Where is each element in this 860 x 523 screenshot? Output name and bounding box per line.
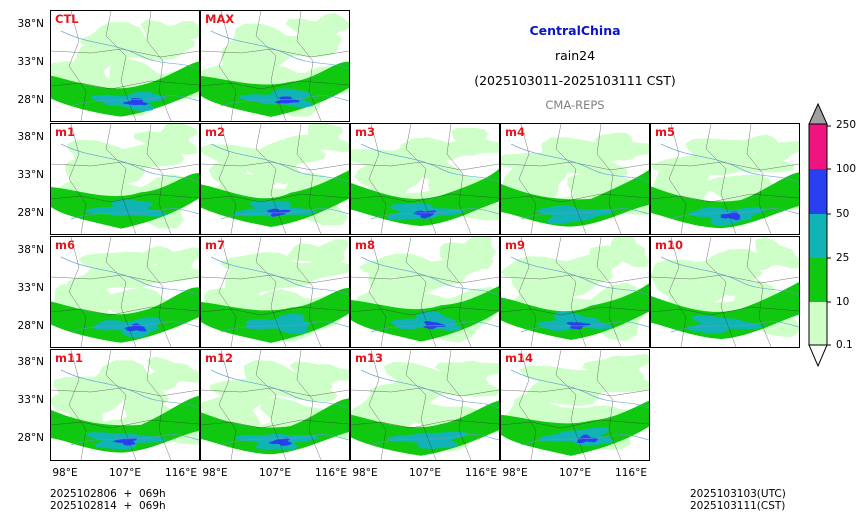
lat-tick-33-row1: 33°N — [17, 56, 44, 68]
lon-tick-98-col1: 98°E — [52, 467, 78, 479]
panel-m9: m9 — [500, 236, 650, 348]
panel-m12: m12 — [200, 349, 350, 461]
rain-map-ctl — [51, 11, 199, 121]
panel-m7: m7 — [200, 236, 350, 348]
panel-m4: m4 — [500, 123, 650, 235]
lon-tick-116-col1: 116°E — [165, 467, 197, 479]
colorbar-label-10: 10 — [836, 296, 850, 308]
lon-tick-116-col2: 116°E — [315, 467, 347, 479]
lat-tick-28-row1: 28°N — [17, 94, 44, 106]
lon-tick-98-col2: 98°E — [202, 467, 228, 479]
panel-label: m7 — [205, 238, 225, 252]
rain-map-m6 — [51, 237, 199, 347]
colorbar-swatch-10 — [809, 302, 827, 345]
panel-ctl: CTL — [50, 10, 200, 122]
rain-map-m12 — [201, 350, 349, 460]
precipitation-colorbar — [808, 102, 831, 368]
colorbar-label-50: 50 — [836, 208, 850, 220]
panel-label: m6 — [55, 238, 75, 252]
lon-tick-116-col4: 116°E — [615, 467, 647, 479]
lat-tick-38-row3: 38°N — [17, 244, 44, 256]
lat-tick-28-row4: 28°N — [17, 432, 44, 444]
model-title: CMA-REPS — [545, 98, 605, 112]
rain-map-m4 — [501, 124, 649, 234]
panel-label: m11 — [55, 351, 83, 365]
colorbar-label-25: 25 — [836, 252, 850, 264]
valid-time-cst: 2025103111(CST) — [690, 500, 786, 512]
panel-label: m10 — [655, 238, 683, 252]
init-time-info: 2025102806 + 069h 2025102814 + 069h — [50, 488, 166, 512]
lat-tick-28-row2: 28°N — [17, 207, 44, 219]
colorbar-swatch-50 — [809, 214, 827, 258]
panel-label: m12 — [205, 351, 233, 365]
panel-label: m4 — [505, 125, 525, 139]
rain-map-m9 — [501, 237, 649, 347]
valid-time-utc: 2025103103(UTC) — [690, 488, 786, 500]
rain-map-m14 — [501, 350, 649, 460]
rain-map-m2 — [201, 124, 349, 234]
init-time-line2: 2025102814 + 069h — [50, 500, 166, 512]
colorbar-label-250: 250 — [836, 119, 857, 131]
valid-time-info: 2025103103(UTC) 2025103111(CST) — [690, 488, 786, 512]
rain-map-m11 — [51, 350, 199, 460]
panel-label: m9 — [505, 238, 525, 252]
lat-tick-33-row3: 33°N — [17, 282, 44, 294]
rain-map-m5 — [651, 124, 799, 234]
lat-tick-33-row4: 33°N — [17, 394, 44, 406]
panel-m14: m14 — [500, 349, 650, 461]
rain-map-m8 — [351, 237, 499, 347]
panel-m8: m8 — [350, 236, 500, 348]
panel-label: m2 — [205, 125, 225, 139]
lon-tick-116-col3: 116°E — [465, 467, 497, 479]
lon-tick-98-col4: 98°E — [502, 467, 528, 479]
init-time-line1: 2025102806 + 069h — [50, 488, 166, 500]
panel-m11: m11 — [50, 349, 200, 461]
panel-label: m8 — [355, 238, 375, 252]
panel-m10: m10 — [650, 236, 800, 348]
colorbar-label-0.1: 0.1 — [836, 339, 853, 351]
lat-tick-28-row3: 28°N — [17, 320, 44, 332]
panel-m2: m2 — [200, 123, 350, 235]
lat-tick-38-row1: 38°N — [17, 18, 44, 30]
colorbar-extend-bottom — [808, 344, 828, 368]
panel-m13: m13 — [350, 349, 500, 461]
period-title: (2025103011-2025103111 CST) — [474, 73, 676, 88]
lat-tick-38-row4: 38°N — [17, 356, 44, 368]
colorbar-swatch-250 — [809, 124, 827, 169]
panel-label: m14 — [505, 351, 533, 365]
panel-m5: m5 — [650, 123, 800, 235]
colorbar-label-100: 100 — [836, 163, 857, 175]
colorbar-swatch-25 — [809, 258, 827, 302]
colorbar-swatch-100 — [809, 169, 827, 214]
panel-m1: m1 — [50, 123, 200, 235]
rain-map-m10 — [651, 237, 799, 347]
panel-label: m13 — [355, 351, 383, 365]
rain-map-max — [201, 11, 349, 121]
lat-tick-38-row2: 38°N — [17, 131, 44, 143]
rain-map-m3 — [351, 124, 499, 234]
lon-tick-107-col3: 107°E — [409, 467, 441, 479]
panel-m6: m6 — [50, 236, 200, 348]
lon-tick-98-col3: 98°E — [352, 467, 378, 479]
variable-title: rain24 — [554, 48, 596, 63]
lat-tick-33-row2: 33°N — [17, 169, 44, 181]
colorbar-extend-top — [808, 102, 828, 125]
lon-tick-107-col1: 107°E — [109, 467, 141, 479]
panel-label: CTL — [55, 12, 79, 26]
rain-map-m1 — [51, 124, 199, 234]
lon-tick-107-col2: 107°E — [259, 467, 291, 479]
panel-max: MAX — [200, 10, 350, 122]
rain-map-m7 — [201, 237, 349, 347]
lon-tick-107-col4: 107°E — [559, 467, 591, 479]
panel-label: m3 — [355, 125, 375, 139]
panel-label: m5 — [655, 125, 675, 139]
region-title: CentralChina — [529, 23, 621, 38]
panel-label: MAX — [205, 12, 235, 26]
panel-m3: m3 — [350, 123, 500, 235]
panel-label: m1 — [55, 125, 75, 139]
rain-map-m13 — [351, 350, 499, 460]
